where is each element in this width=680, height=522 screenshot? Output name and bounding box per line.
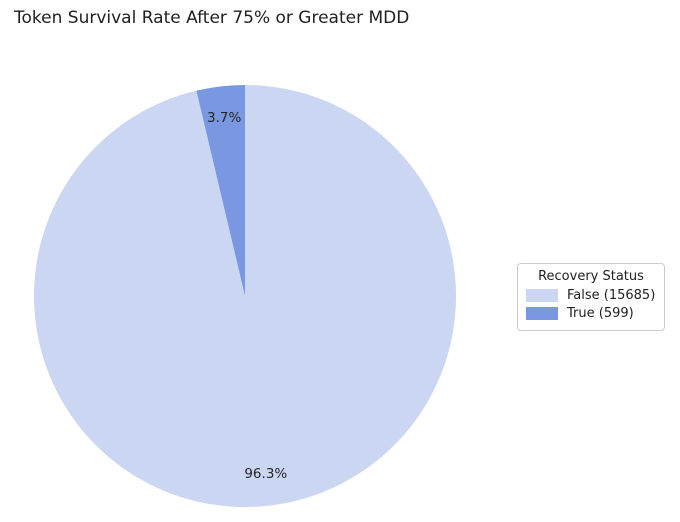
chart-title: Token Survival Rate After 75% or Greater… — [14, 8, 410, 28]
legend-swatch-false — [526, 289, 558, 302]
legend-label-false: False (15685) — [567, 288, 656, 303]
pie-slice-true — [196, 85, 245, 296]
legend-item-true: True (599) — [526, 306, 656, 321]
pct-label-false: 96.3% — [244, 466, 287, 482]
legend-item-false: False (15685) — [526, 288, 656, 303]
pie-slice-false — [34, 85, 457, 507]
pct-label-true: 3.7% — [207, 110, 241, 126]
legend-title: Recovery Status — [538, 269, 644, 284]
legend-box: Recovery Status False (15685) True (599) — [517, 263, 665, 331]
legend-label-true: True (599) — [567, 306, 634, 321]
legend-swatch-true — [526, 307, 558, 320]
